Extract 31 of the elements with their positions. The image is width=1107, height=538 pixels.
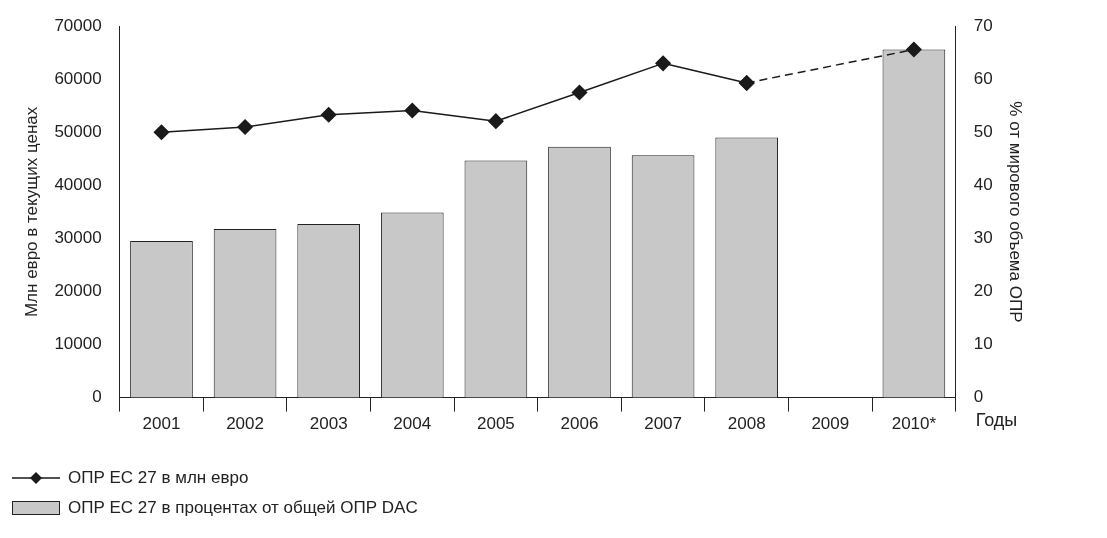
x-tick-label: 2009 [811,414,850,434]
x-tick-label: 2008 [727,414,766,434]
x-tick-label: 2006 [560,414,599,434]
y-tick-label: 50000 [54,122,102,141]
y2-tick-label: 60 [973,68,993,88]
y2-tick-label: 50 [973,122,993,141]
y2-tick-label: 10 [973,334,993,354]
y-tick-label: 10000 [54,334,102,354]
legend-label: ОПР ЕС 27 в млн евро [68,468,249,488]
x-tick-label: 2010* [891,414,937,434]
y2-tick-label: 20 [973,281,993,301]
y-tick-label: 60000 [54,68,102,88]
y2-axis-title: % от мирового объема ОПР [1006,101,1026,323]
y2-tick-label: 30 [973,228,993,248]
y2-tick-label: 40 [973,175,993,195]
y-tick-label: 20000 [54,281,102,301]
y-tick-label: 0 [92,387,102,407]
x-axis-title: Годы [975,409,1018,430]
y2-tick-label: 0 [973,387,984,407]
x-tick-label: 2001 [142,414,181,434]
y-axis-title: Млн евро в текущих ценах [21,106,41,318]
y-tick-label: 70000 [54,15,102,35]
x-tick-label: 2005 [476,414,515,434]
x-tick-label: 2002 [226,414,264,434]
legend-label: ОПР ЕС 27 в процентах от общей ОПР DAC [68,498,418,518]
y-tick-label: 30000 [54,228,102,248]
x-tick-label: 2003 [309,414,348,434]
x-tick-label: 2004 [393,414,432,434]
y-tick-label: 40000 [54,175,102,195]
y2-tick-label: 70 [973,15,993,35]
x-tick-label: 2007 [644,414,682,434]
